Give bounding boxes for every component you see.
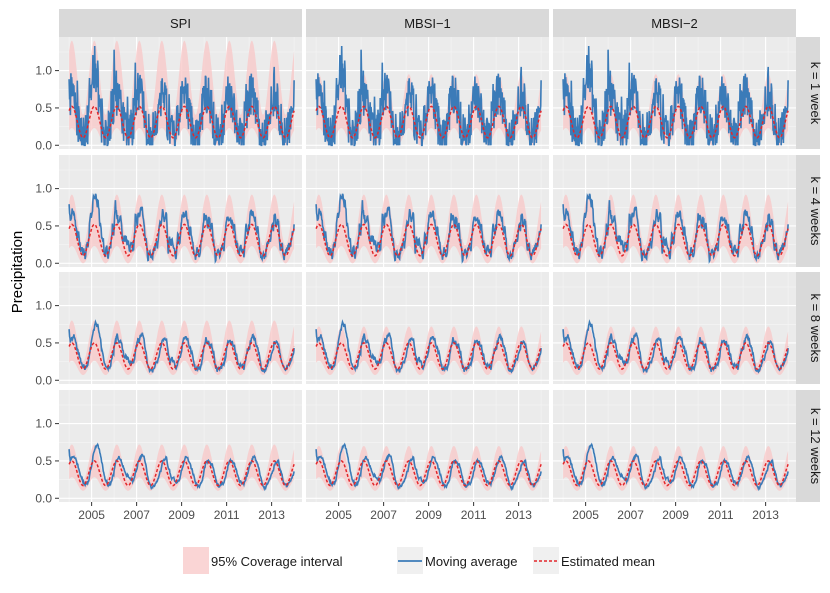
panel: [59, 155, 302, 267]
y-tick-label: 0.5: [35, 454, 52, 468]
coverage-interval-band: [69, 444, 295, 491]
moving-average-line: [315, 192, 542, 264]
legend-key-coverage-interval: [183, 547, 209, 574]
x-tick-label: 2011: [214, 508, 240, 522]
legend-label-moving-average: Moving average: [425, 554, 518, 569]
panel: [553, 390, 796, 502]
y-tick-label: 0.0: [35, 256, 52, 270]
moving-average-line: [68, 192, 295, 264]
estimated-mean-line: [562, 342, 789, 370]
panel: [553, 272, 796, 384]
estimated-mean-line: [68, 342, 295, 370]
x-tick-label: 2007: [617, 508, 644, 522]
row-strip-label: k = 8 weeks: [808, 293, 823, 363]
y-tick-label: 0.0: [35, 373, 52, 387]
row-strip: [792, 37, 820, 149]
moving-average-line: [315, 442, 542, 492]
y-tick-label: 0.5: [35, 336, 52, 350]
moving-average-line: [68, 442, 295, 492]
column-strip: [553, 9, 796, 37]
panel: [59, 272, 302, 384]
panel: [306, 155, 549, 267]
row-strip-label: k = 12 weeks: [808, 408, 823, 485]
row-strip: [792, 155, 820, 267]
y-tick-label: 1.0: [35, 299, 52, 313]
column-strip: [306, 9, 549, 37]
column-strip-label: MBSI−2: [651, 16, 698, 31]
x-tick-label: 2009: [415, 508, 442, 522]
moving-average-line: [562, 45, 789, 147]
x-tick-label: 2009: [168, 508, 195, 522]
x-tick-label: 2009: [662, 508, 689, 522]
estimated-mean-line: [315, 342, 542, 370]
x-tick-label: 2011: [461, 508, 487, 522]
panel: [306, 272, 549, 384]
x-tick-label: 2007: [123, 508, 150, 522]
estimated-mean-line: [68, 223, 295, 257]
estimated-mean-line: [562, 223, 789, 257]
x-tick-label: 2013: [505, 508, 532, 522]
y-axis-title: Precipitation: [9, 231, 26, 314]
panel: [306, 37, 549, 149]
estimated-mean-line: [315, 223, 542, 257]
panel: [306, 390, 549, 502]
row-strip: [792, 390, 820, 502]
panel: [59, 390, 302, 502]
row-strip-label: k = 1 week: [808, 62, 823, 125]
y-tick-label: 0.0: [35, 491, 52, 505]
moving-average-line: [315, 45, 542, 147]
estimated-mean-line: [68, 105, 295, 139]
panel: [59, 37, 302, 149]
moving-average-line: [562, 442, 789, 492]
moving-average-line: [68, 45, 295, 147]
x-tick-label: 2013: [752, 508, 779, 522]
column-strip-label: MBSI−1: [404, 16, 451, 31]
moving-average-line: [562, 192, 789, 264]
estimated-mean-line: [68, 460, 295, 487]
y-tick-label: 0.0: [35, 138, 52, 152]
y-tick-label: 1.0: [35, 64, 52, 78]
x-tick-label: 2005: [572, 508, 599, 522]
legend-label-coverage-interval: 95% Coverage interval: [211, 554, 343, 569]
moving-average-line: [562, 319, 789, 374]
row-strip-label: k = 4 weeks: [808, 176, 823, 246]
estimated-mean-line: [562, 105, 789, 139]
y-tick-label: 1.0: [35, 417, 52, 431]
column-strip: [59, 9, 302, 37]
estimated-mean-line: [562, 460, 789, 487]
moving-average-line: [315, 319, 542, 374]
row-strip: [792, 272, 820, 384]
x-tick-label: 2005: [325, 508, 352, 522]
x-tick-label: 2013: [258, 508, 285, 522]
y-tick-label: 1.0: [35, 182, 52, 196]
y-tick-label: 0.5: [35, 101, 52, 115]
column-strip-label: SPI: [170, 16, 191, 31]
x-tick-label: 2005: [78, 508, 105, 522]
estimated-mean-line: [315, 105, 542, 139]
moving-average-line: [68, 319, 295, 374]
panel: [553, 155, 796, 267]
legend-label-estimated-mean: Estimated mean: [561, 554, 655, 569]
legend: 95% Coverage interval Moving average Estim…: [183, 547, 655, 574]
estimated-mean-line: [315, 460, 542, 487]
x-tick-label: 2007: [370, 508, 397, 522]
y-tick-label: 0.5: [35, 219, 52, 233]
panel: [553, 37, 796, 149]
x-tick-label: 2011: [708, 508, 734, 522]
